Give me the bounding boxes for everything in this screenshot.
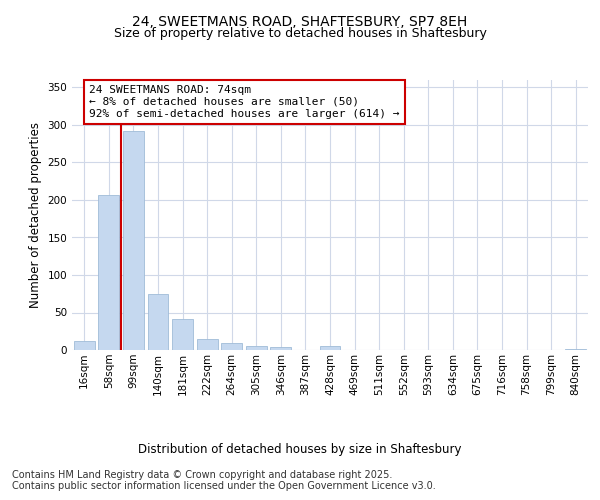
Bar [246, 346, 267, 350]
Bar [98, 194, 119, 350]
Text: Distribution of detached houses by size in Shaftesbury: Distribution of detached houses by size … [138, 442, 462, 456]
Bar [172, 318, 193, 350]
Bar [123, 131, 144, 350]
Text: Contains public sector information licensed under the Open Government Licence v3: Contains public sector information licen… [12, 481, 436, 491]
Bar [221, 343, 242, 350]
Bar [271, 347, 292, 350]
Text: 24, SWEETMANS ROAD, SHAFTESBURY, SP7 8EH: 24, SWEETMANS ROAD, SHAFTESBURY, SP7 8EH [133, 15, 467, 29]
Bar [565, 348, 586, 350]
Text: Contains HM Land Registry data © Crown copyright and database right 2025.: Contains HM Land Registry data © Crown c… [12, 470, 392, 480]
Text: Size of property relative to detached houses in Shaftesbury: Size of property relative to detached ho… [113, 28, 487, 40]
Bar [74, 341, 95, 350]
Y-axis label: Number of detached properties: Number of detached properties [29, 122, 42, 308]
Bar [320, 346, 340, 350]
Bar [148, 294, 169, 350]
Text: 24 SWEETMANS ROAD: 74sqm
← 8% of detached houses are smaller (50)
92% of semi-de: 24 SWEETMANS ROAD: 74sqm ← 8% of detache… [89, 86, 400, 118]
Bar [197, 339, 218, 350]
